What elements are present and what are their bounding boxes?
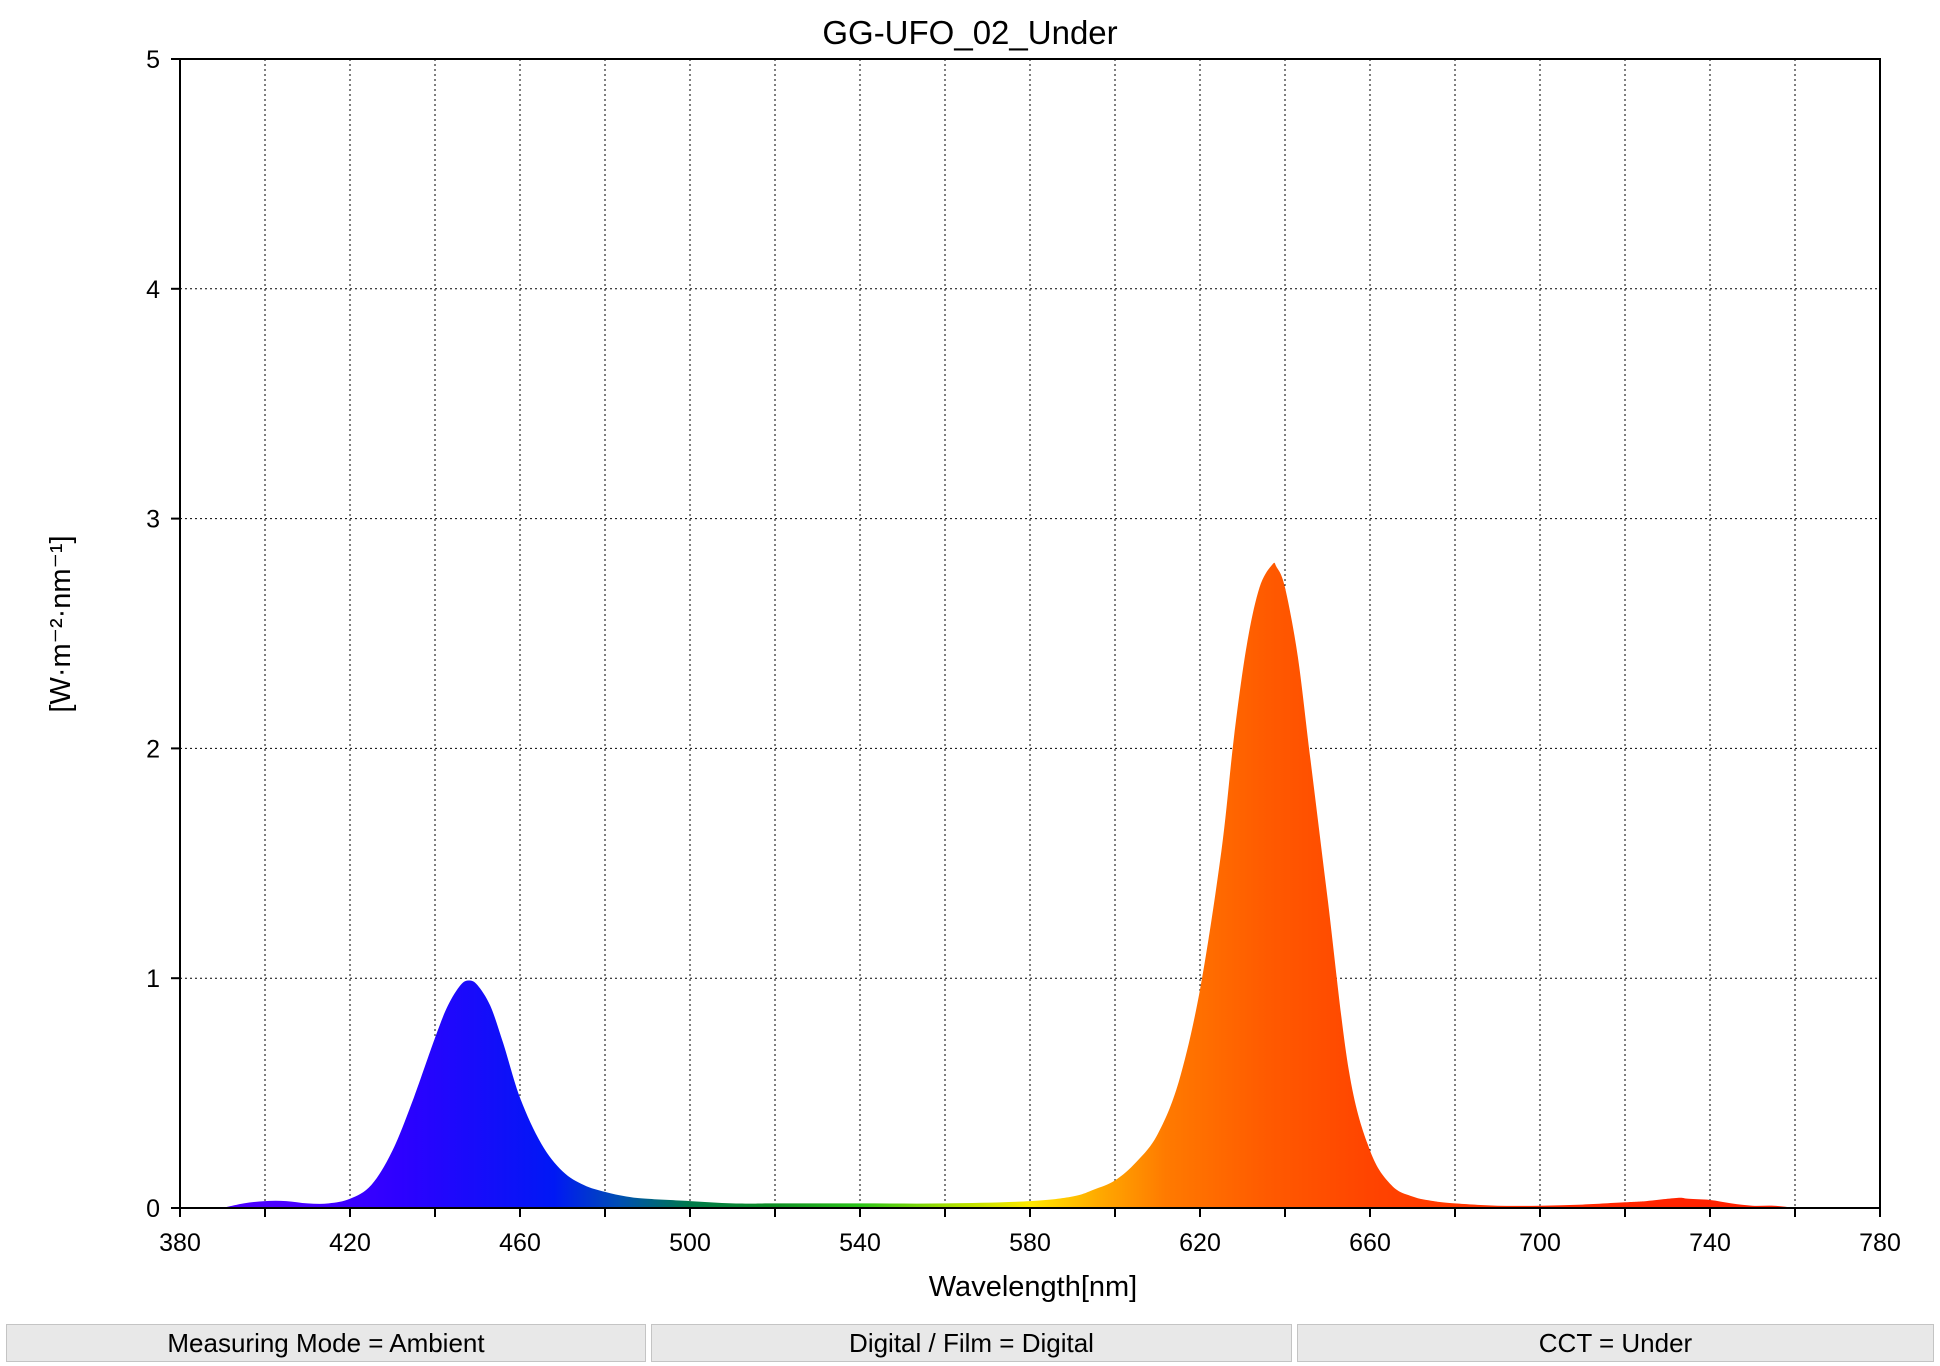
x-axis-label: Wavelength[nm] [929, 1271, 1137, 1303]
grid-lines [180, 59, 1880, 1208]
x-tick-label: 500 [669, 1229, 711, 1257]
digital-film-status: Digital / Film = Digital [651, 1324, 1292, 1362]
x-tick-label: 580 [1009, 1229, 1051, 1257]
x-tick-label: 460 [499, 1229, 541, 1257]
cct-label: CCT = Under [1538, 1327, 1693, 1358]
x-tick-label: 620 [1179, 1229, 1221, 1257]
spectrum-area [222, 562, 1795, 1208]
y-axis-ticks: 0 1 2 3 4 5 [146, 46, 180, 1223]
digital-film-label: Digital / Film = Digital [849, 1327, 1094, 1358]
y-tick-label: 4 [146, 276, 160, 304]
x-tick-label: 700 [1519, 1229, 1561, 1257]
measuring-mode-label: Measuring Mode = Ambient [167, 1327, 485, 1358]
status-bar: Measuring Mode = Ambient Digital / Film … [0, 1318, 1940, 1366]
y-tick-label: 0 [146, 1195, 160, 1223]
y-tick-label: 5 [146, 46, 160, 74]
y-axis-label: [W·m⁻²·nm⁻¹] [45, 535, 77, 712]
x-tick-label: 420 [329, 1229, 371, 1257]
x-tick-label: 540 [839, 1229, 881, 1257]
x-tick-label: 740 [1689, 1229, 1731, 1257]
x-axis-ticks: 380 420 460 500 540 580 620 660 700 740 780 [159, 1208, 1901, 1257]
x-tick-label: 380 [159, 1229, 201, 1257]
cct-status: CCT = Under [1297, 1324, 1934, 1362]
x-tick-label: 660 [1349, 1229, 1391, 1257]
y-tick-label: 2 [146, 735, 160, 763]
y-tick-label: 1 [146, 965, 160, 993]
measuring-mode-status: Measuring Mode = Ambient [6, 1324, 646, 1362]
spectrum-chart: 380 420 460 500 540 580 620 660 700 740 780 0 1 2 3 4 5… [45, 14, 1901, 1303]
x-tick-label: 780 [1859, 1229, 1901, 1257]
chart-title: GG-UFO_02_Under [822, 14, 1117, 51]
y-tick-label: 3 [146, 506, 160, 534]
